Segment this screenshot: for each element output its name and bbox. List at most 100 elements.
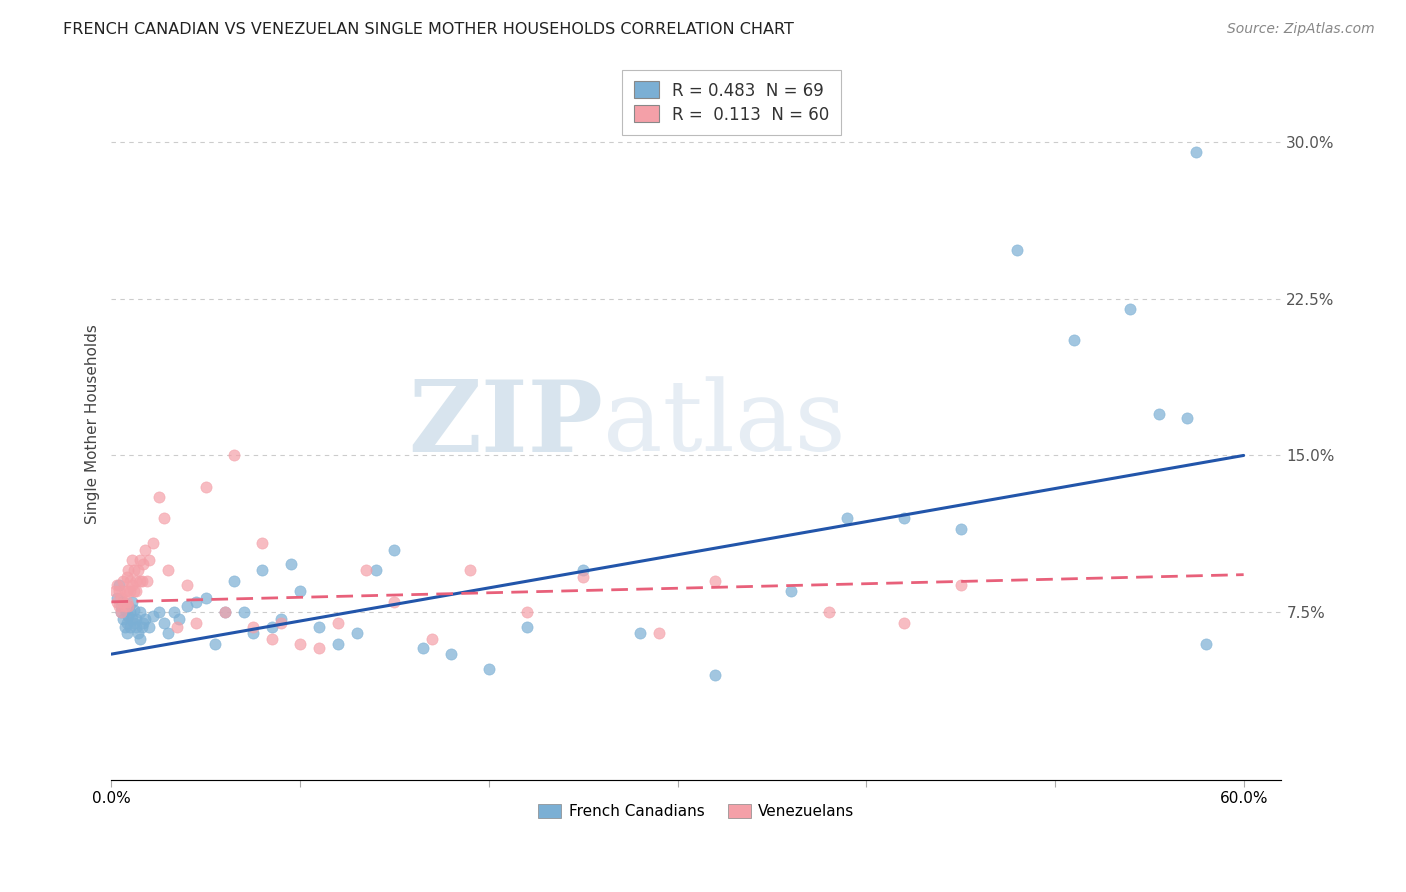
Point bbox=[837, 511, 859, 525]
Point bbox=[214, 605, 236, 619]
Point bbox=[122, 603, 145, 617]
Point bbox=[117, 599, 139, 613]
Point bbox=[1147, 407, 1170, 421]
Y-axis label: Single Mother Households: Single Mother Households bbox=[86, 324, 100, 524]
Point bbox=[114, 603, 136, 617]
Point bbox=[120, 584, 142, 599]
Point bbox=[166, 620, 188, 634]
Point bbox=[142, 536, 165, 550]
Point bbox=[420, 632, 443, 647]
Point bbox=[242, 620, 264, 634]
Point bbox=[110, 599, 132, 613]
Point bbox=[572, 570, 595, 584]
Point bbox=[121, 611, 143, 625]
Text: Source: ZipAtlas.com: Source: ZipAtlas.com bbox=[1227, 22, 1375, 37]
Point bbox=[288, 637, 311, 651]
Point bbox=[128, 605, 150, 619]
Point bbox=[176, 599, 198, 613]
Point bbox=[326, 637, 349, 651]
Point bbox=[280, 557, 302, 571]
Point bbox=[1063, 334, 1085, 348]
Point bbox=[104, 584, 127, 599]
Point bbox=[949, 578, 972, 592]
Point bbox=[779, 584, 801, 599]
Point bbox=[308, 620, 330, 634]
Point bbox=[252, 564, 274, 578]
Point bbox=[194, 480, 217, 494]
Point bbox=[115, 626, 138, 640]
Point bbox=[186, 595, 208, 609]
Point bbox=[412, 640, 434, 655]
Point bbox=[176, 578, 198, 592]
Point bbox=[704, 574, 727, 588]
Point bbox=[108, 599, 131, 613]
Point bbox=[288, 584, 311, 599]
Point bbox=[127, 564, 149, 578]
Point bbox=[131, 620, 153, 634]
Point bbox=[117, 609, 139, 624]
Point bbox=[121, 595, 143, 609]
Point bbox=[153, 511, 176, 525]
Point bbox=[260, 620, 283, 634]
Point bbox=[384, 542, 406, 557]
Point bbox=[326, 615, 349, 630]
Point bbox=[122, 615, 145, 630]
Point bbox=[125, 620, 148, 634]
Point bbox=[572, 564, 595, 578]
Point bbox=[252, 536, 274, 550]
Point bbox=[194, 591, 217, 605]
Point bbox=[114, 599, 136, 613]
Point bbox=[949, 522, 972, 536]
Point bbox=[138, 620, 160, 634]
Point bbox=[110, 605, 132, 619]
Point bbox=[458, 564, 481, 578]
Point bbox=[117, 599, 139, 613]
Point bbox=[110, 591, 132, 605]
Point bbox=[120, 605, 142, 619]
Point bbox=[157, 626, 180, 640]
Text: ZIP: ZIP bbox=[408, 376, 603, 473]
Point bbox=[222, 449, 245, 463]
Point bbox=[384, 595, 406, 609]
Point bbox=[516, 605, 538, 619]
Point bbox=[115, 570, 138, 584]
Point bbox=[108, 578, 131, 592]
Point bbox=[132, 615, 155, 630]
Point bbox=[111, 611, 134, 625]
Point bbox=[260, 632, 283, 647]
Point bbox=[270, 615, 292, 630]
Text: atlas: atlas bbox=[603, 376, 845, 472]
Point bbox=[204, 637, 226, 651]
Point bbox=[153, 615, 176, 630]
Point bbox=[134, 542, 156, 557]
Point bbox=[115, 615, 138, 630]
Point bbox=[142, 609, 165, 624]
Point bbox=[169, 611, 191, 625]
Point bbox=[1185, 145, 1208, 160]
Point bbox=[354, 564, 377, 578]
Point bbox=[148, 605, 170, 619]
Point bbox=[516, 620, 538, 634]
Point bbox=[478, 662, 501, 676]
Point bbox=[1175, 410, 1198, 425]
Point bbox=[132, 557, 155, 571]
Point bbox=[125, 584, 148, 599]
Text: FRENCH CANADIAN VS VENEZUELAN SINGLE MOTHER HOUSEHOLDS CORRELATION CHART: FRENCH CANADIAN VS VENEZUELAN SINGLE MOT… bbox=[63, 22, 794, 37]
Point bbox=[440, 647, 463, 661]
Point bbox=[214, 605, 236, 619]
Point bbox=[628, 626, 651, 640]
Point bbox=[108, 584, 131, 599]
Point bbox=[125, 574, 148, 588]
Point bbox=[121, 578, 143, 592]
Point bbox=[128, 574, 150, 588]
Point bbox=[115, 595, 138, 609]
Point bbox=[122, 584, 145, 599]
Point bbox=[1119, 301, 1142, 316]
Point bbox=[148, 490, 170, 504]
Point bbox=[893, 615, 915, 630]
Point bbox=[105, 578, 128, 592]
Point bbox=[111, 574, 134, 588]
Point bbox=[128, 632, 150, 647]
Point bbox=[1195, 637, 1218, 651]
Point bbox=[122, 564, 145, 578]
